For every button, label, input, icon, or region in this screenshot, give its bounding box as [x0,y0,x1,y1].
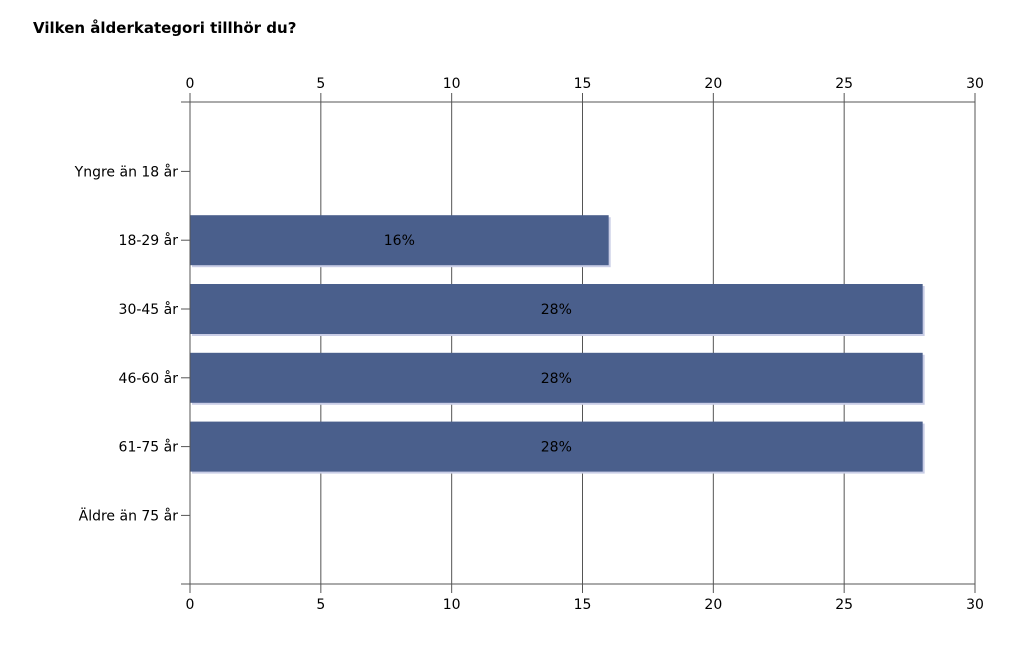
bar [190,421,923,472]
x-tick-label: 10 [443,76,461,92]
x-tick-label: 5 [316,597,325,613]
y-tick-label: Äldre än 75 år [79,506,179,524]
bar [190,284,923,334]
x-tick-label: 0 [186,76,195,92]
data-label: 28% [541,371,572,387]
x-tick-label: 0 [186,597,195,613]
y-tick-label: 61-75 år [119,439,179,456]
bar [190,215,609,266]
x-tick-label: 15 [574,76,592,92]
y-tick-label: 46-60 år [119,370,179,387]
x-tick-label: 25 [835,76,853,92]
bar [190,352,923,403]
data-label: 28% [541,440,572,456]
y-tick-label: Yngre än 18 år [74,163,179,180]
x-tick-label: 25 [835,597,853,613]
x-tick-label: 10 [443,597,461,613]
x-tick-label: 15 [574,597,592,613]
x-tick-label: 30 [966,597,984,613]
x-tick-label: 20 [704,76,722,92]
data-label: 28% [541,302,572,318]
y-tick-label: 18-29 år [119,232,179,249]
x-tick-label: 20 [704,597,722,613]
y-tick-label: 30-45 år [119,301,179,318]
chart-title: Vilken ålderkategori tillhör du? [33,19,297,37]
x-tick-label: 30 [966,76,984,92]
data-label: 16% [384,233,415,249]
x-tick-label: 5 [316,76,325,92]
